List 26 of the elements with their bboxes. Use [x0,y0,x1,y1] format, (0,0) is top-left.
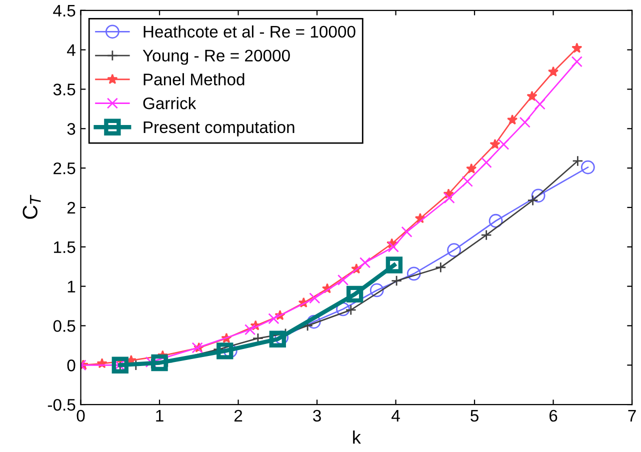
y-tick-label: 0.5 [53,320,76,332]
y-tick-label: 2 [67,202,76,214]
legend-label: Garrick [143,97,196,110]
y-tick-label: 2.5 [54,162,76,174]
x-tick-label: 4 [392,410,400,422]
y-tick-label: 4 [67,44,76,56]
x-tick-label: 6 [549,410,558,422]
y-tick-label: -0.5 [48,398,76,411]
y-tick-label: 3 [67,123,76,135]
y-tick-label: 0 [67,360,76,372]
x-tick-label: 7 [628,410,636,422]
y-tick-label: 3.5 [53,84,76,96]
legend-label: Heathcote et al - Re = 10000 [144,25,356,38]
y-tick-label: 1 [68,280,76,292]
legend-label: Young - Re = 20000 [142,50,290,65]
x-axis-title: k [353,430,361,444]
x-tick-label: 5 [470,410,478,422]
x-tick-label: 0 [76,410,85,422]
y-tick-label: 1.5 [54,241,76,254]
x-tick-label: 2 [234,410,242,422]
legend-label: Present computation [144,120,294,136]
y-tick-label: 4.5 [53,4,76,17]
x-tick-label: 3 [313,410,321,422]
legend-label: Panel Method [144,73,244,86]
y-axis-title: C$_{T}$ [22,194,41,219]
x-tick-label: 1 [156,410,164,422]
